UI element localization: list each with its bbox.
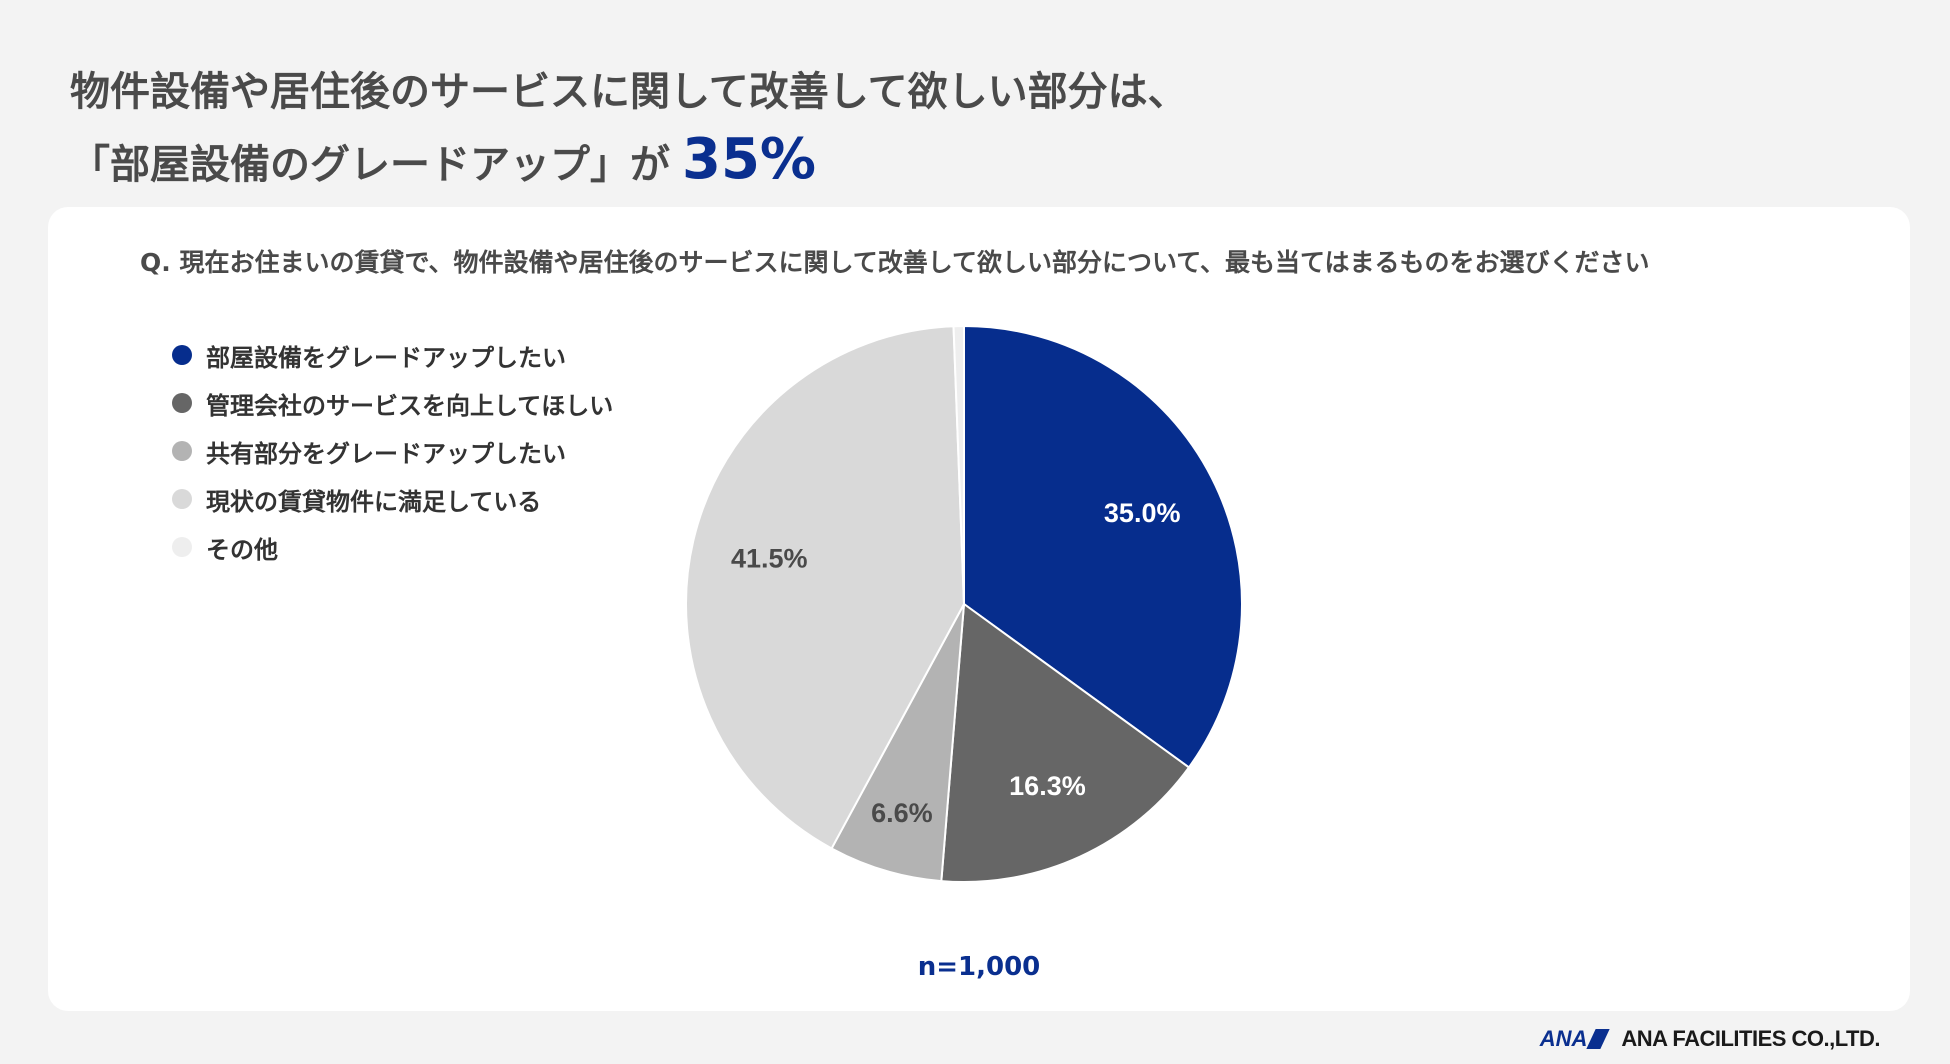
legend-item: 部屋設備をグレードアップしたい <box>172 331 613 379</box>
legend-item: 現状の賃貸物件に満足している <box>172 475 613 523</box>
legend-item: 共有部分をグレードアップしたい <box>172 427 613 475</box>
footer: ANA ANA FACILITIES CO.,LTD. <box>1539 1026 1881 1052</box>
ana-logo-icon <box>1586 1029 1611 1049</box>
legend-label: 部屋設備をグレードアップしたい <box>206 343 566 372</box>
pie-slice <box>685 325 966 850</box>
legend-swatch <box>172 345 192 365</box>
headline-line-1: 物件設備や居住後のサービスに関して改善して欲しい部分は、 <box>70 69 1188 115</box>
slice-data-label: 6.6% <box>871 798 933 828</box>
headline: 物件設備や居住後のサービスに関して改善して欲しい部分は、 「部屋設備のグレードア… <box>70 58 1188 199</box>
legend-label: 共有部分をグレードアップしたい <box>206 439 566 468</box>
pie-slice <box>830 603 965 883</box>
pie-slice <box>963 324 1243 769</box>
ana-logo-text: ANA <box>1539 1026 1588 1051</box>
legend-label: 現状の賃貸物件に満足している <box>206 487 542 516</box>
legend-swatch <box>172 537 192 557</box>
headline-highlight: 35% <box>682 127 817 192</box>
sample-size: n=1,000 <box>917 952 1041 982</box>
company-name: ANA FACILITIES CO.,LTD. <box>1621 1026 1880 1051</box>
chart-legend: 部屋設備をグレードアップしたい 管理会社のサービスを向上してほしい 共有部分をグ… <box>172 331 613 571</box>
headline-line-2: 「部屋設備のグレードアップ」が 35% <box>70 126 1188 199</box>
legend-label: 管理会社のサービスを向上してほしい <box>206 391 614 420</box>
legend-item: 管理会社のサービスを向上してほしい <box>172 379 613 427</box>
chart-card: Q. 現在お住まいの賃貸で、物件設備や居住後のサービスに関して改善して欲しい部分… <box>48 207 1910 1011</box>
pie-slice <box>952 324 965 605</box>
legend-swatch <box>172 489 192 509</box>
legend-swatch <box>172 393 192 413</box>
pie-chart: 35.0% 16.3% 6.6% 41.5% <box>685 324 1243 883</box>
question-text: Q. 現在お住まいの賃貸で、物件設備や居住後のサービスに関して改善して欲しい部分… <box>140 248 1650 277</box>
slice-data-label: 41.5% <box>731 544 808 574</box>
slice-data-label: 16.3% <box>1009 771 1086 801</box>
headline-line-2-text: 「部屋設備のグレードアップ」が <box>70 142 670 188</box>
legend-swatch <box>172 441 192 461</box>
legend-item: その他 <box>172 523 613 571</box>
legend-label: その他 <box>206 535 278 564</box>
pie-slice <box>940 602 1191 883</box>
slice-data-label: 35.0% <box>1104 498 1181 528</box>
